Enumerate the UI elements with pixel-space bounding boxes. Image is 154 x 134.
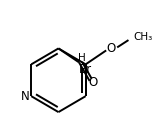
Text: Br: Br [79,63,92,76]
Text: N: N [21,90,30,103]
Text: H: H [78,53,86,63]
Text: O: O [88,76,97,89]
Text: CH₃: CH₃ [133,32,152,42]
Text: O: O [107,42,116,55]
